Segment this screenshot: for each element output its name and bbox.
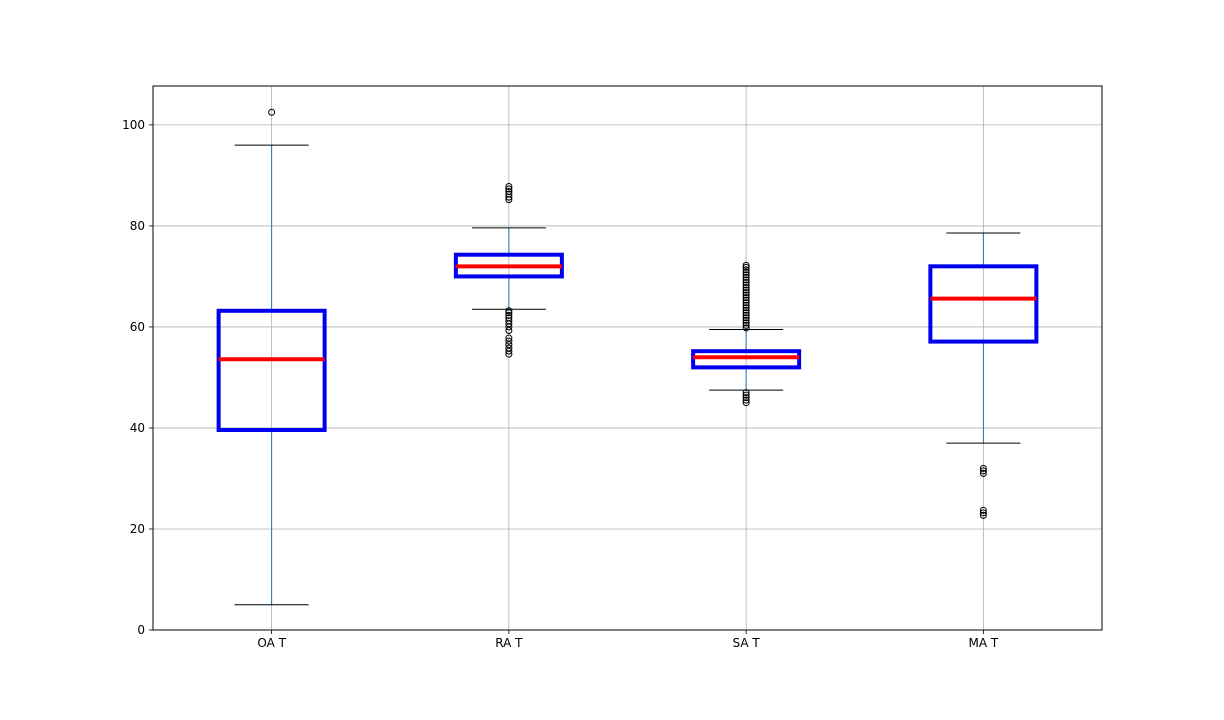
x-tick-label: SA T xyxy=(733,636,761,650)
box-group-ra-t xyxy=(453,183,564,358)
outlier-point xyxy=(742,399,750,407)
outlier-point xyxy=(505,341,513,349)
ticks: 0 20 40 60 80 100 OA T RA T SA T MA T xyxy=(122,118,999,650)
outlier-point xyxy=(742,389,750,397)
y-tick-label: 60 xyxy=(130,320,145,334)
outlier-point xyxy=(742,304,750,312)
outlier-point xyxy=(742,291,750,299)
outlier-point xyxy=(742,273,750,281)
y-tick-label: 20 xyxy=(130,522,145,536)
outlier-point xyxy=(742,299,750,307)
outlier-point xyxy=(742,284,750,292)
y-tick-label: 0 xyxy=(137,623,145,637)
outlier-point xyxy=(505,334,513,342)
outlier-point xyxy=(742,321,750,329)
outlier-point xyxy=(742,268,750,276)
outlier-point xyxy=(742,294,750,302)
outlier-point xyxy=(742,314,750,322)
outlier-point xyxy=(979,511,987,519)
outlier-point xyxy=(742,286,750,294)
outlier-point xyxy=(505,307,513,315)
outlier-point xyxy=(742,263,750,271)
outlier-point xyxy=(742,266,750,274)
outlier-point xyxy=(505,344,513,352)
box-group-sa-t xyxy=(691,261,802,407)
outlier-point xyxy=(979,464,987,472)
x-tick-label: OA T xyxy=(257,636,286,650)
outlier-point xyxy=(742,396,750,404)
x-tick-label: RA T xyxy=(495,636,523,650)
outlier-point xyxy=(979,467,987,475)
outlier-point xyxy=(505,347,513,355)
y-tick-label: 40 xyxy=(130,421,145,435)
boxes xyxy=(216,108,1039,606)
outlier-point xyxy=(505,326,513,334)
outlier-point xyxy=(742,394,750,402)
outlier-point xyxy=(505,309,513,317)
outlier-point xyxy=(742,391,750,399)
outlier-point xyxy=(742,324,750,332)
outlier-point xyxy=(979,506,987,514)
plot-frame xyxy=(152,85,1103,631)
outlier-point xyxy=(742,316,750,324)
y-tick-label: 100 xyxy=(122,118,145,132)
grid-lines xyxy=(153,86,1102,631)
outlier-point xyxy=(979,509,987,517)
box-group-oa-t xyxy=(216,108,327,606)
outlier-point xyxy=(742,281,750,289)
outlier-point xyxy=(742,319,750,327)
outlier-point xyxy=(505,185,513,193)
outlier-point xyxy=(742,306,750,314)
box-iqr xyxy=(928,264,1039,344)
outlier-point xyxy=(268,108,276,116)
outlier-point xyxy=(742,271,750,279)
y-tick-label: 80 xyxy=(130,219,145,233)
outlier-point xyxy=(742,311,750,319)
outlier-point xyxy=(505,183,513,191)
x-tick-label: MA T xyxy=(969,636,999,650)
outlier-point xyxy=(505,190,513,198)
outlier-point xyxy=(505,188,513,196)
box-group-ma-t xyxy=(928,232,1039,519)
outlier-point xyxy=(742,296,750,304)
outlier-point xyxy=(505,314,513,322)
outlier-point xyxy=(742,276,750,284)
outlier-point xyxy=(742,301,750,309)
outlier-point xyxy=(505,337,513,345)
outlier-point xyxy=(742,289,750,297)
outlier-point xyxy=(742,278,750,286)
box-iqr xyxy=(216,308,327,432)
box-iqr xyxy=(691,349,802,370)
outlier-point xyxy=(979,469,987,477)
outlier-point xyxy=(742,309,750,317)
outlier-point xyxy=(742,261,750,269)
outlier-point xyxy=(505,311,513,319)
